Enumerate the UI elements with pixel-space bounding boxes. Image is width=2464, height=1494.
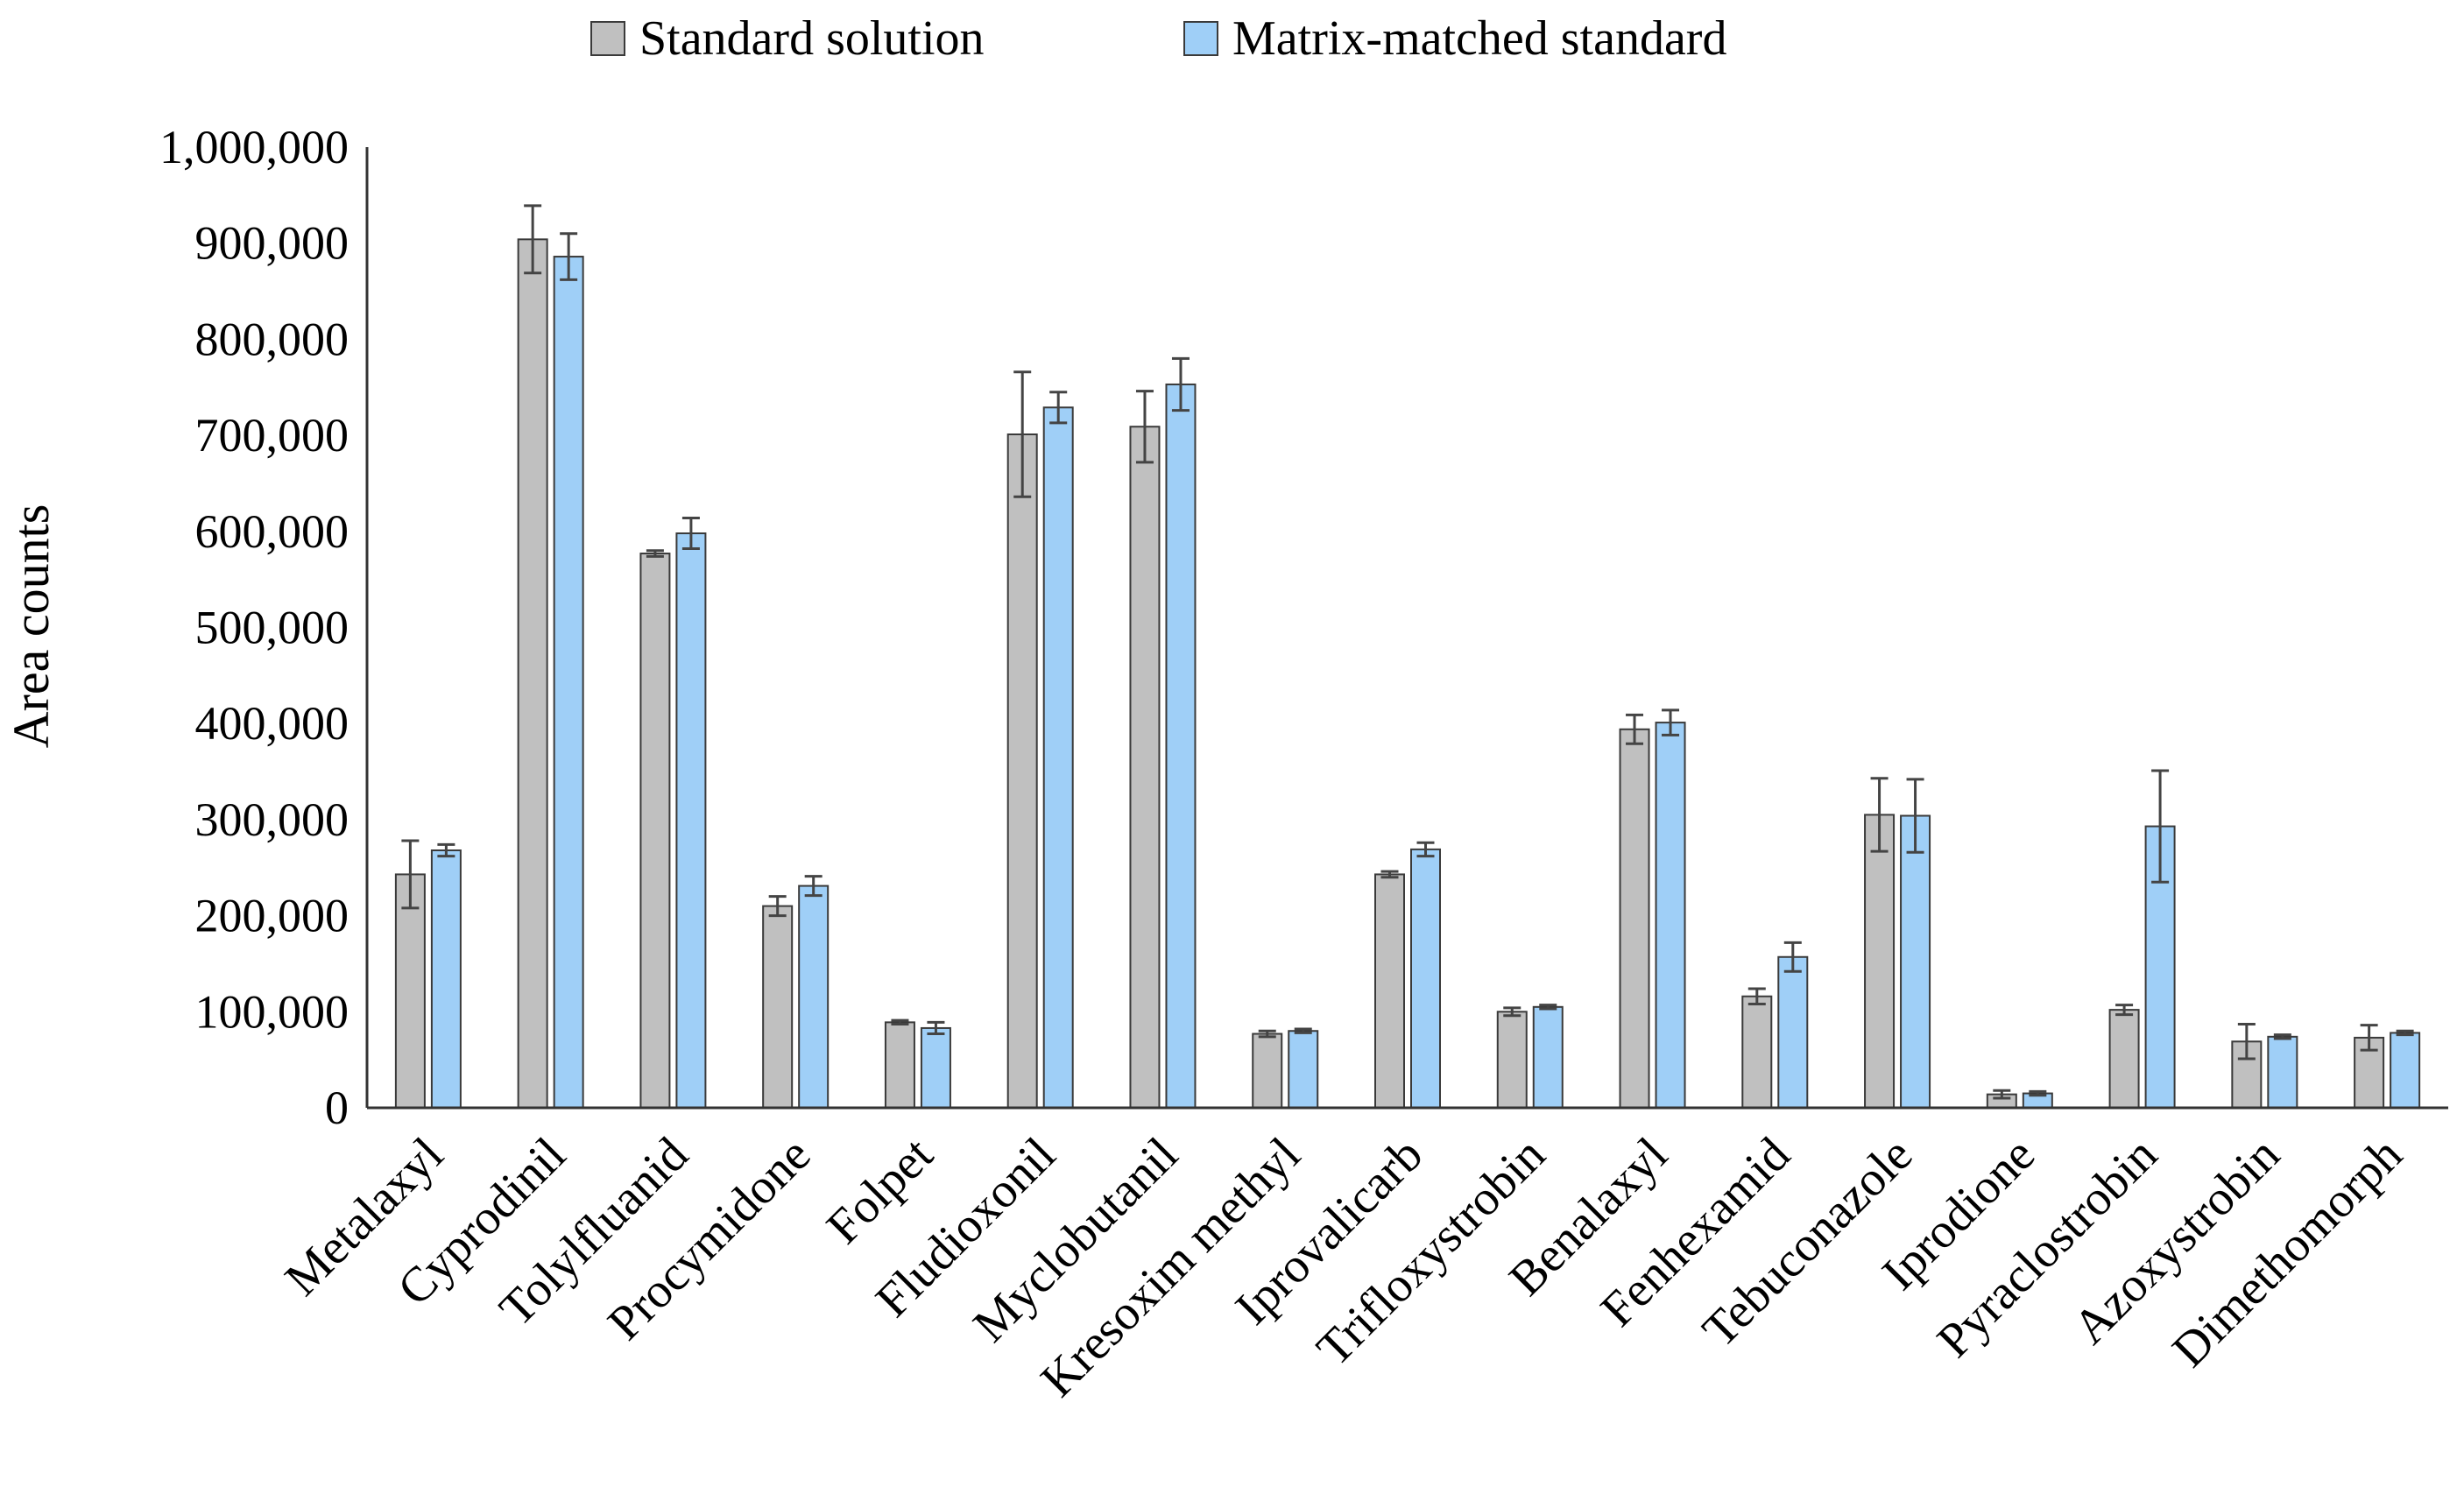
y-tick-label: 400,000: [195, 697, 349, 750]
error-bar: [804, 875, 823, 898]
error-bar: [560, 232, 578, 281]
error-bar: [1135, 390, 1154, 464]
error-bar: [891, 1018, 909, 1026]
bar-standard-solution-metalaxyl: [394, 873, 426, 1110]
bar-matrix-matched-iprovalicarb: [1410, 848, 1441, 1109]
bar-standard-solution-folpet: [884, 1021, 915, 1109]
error-bar: [1258, 1029, 1276, 1039]
y-axis-title: Area counts: [3, 504, 60, 749]
error-bar: [1626, 713, 1644, 745]
bar-matrix-matched-trifloxystrobin: [1532, 1005, 1564, 1109]
y-tick-label: 700,000: [195, 409, 349, 462]
error-bar: [1013, 370, 1032, 498]
error-bar: [1906, 778, 1924, 854]
y-tick-label: 800,000: [195, 313, 349, 365]
legend-swatch: [1183, 21, 1218, 56]
y-tick-label: 0: [325, 1082, 349, 1134]
error-bar: [2360, 1024, 2378, 1052]
bar-matrix-matched-myclobutanil: [1165, 383, 1197, 1110]
y-tick-label: 600,000: [195, 505, 349, 558]
error-bar: [1747, 987, 1766, 1006]
bar-standard-solution-pyraclostrobin: [2108, 1009, 2140, 1109]
bar-matrix-matched-fludioxonil: [1042, 406, 1074, 1109]
y-tick-label: 900,000: [195, 217, 349, 270]
y-tick-label: 300,000: [195, 793, 349, 846]
error-bar: [2115, 1004, 2134, 1017]
bar-matrix-matched-folpet: [920, 1026, 951, 1109]
error-bar: [1539, 1004, 1557, 1011]
error-bar: [2029, 1089, 2047, 1097]
error-bar: [1783, 941, 1802, 973]
error-bar: [2237, 1023, 2256, 1061]
error-bar: [1294, 1027, 1312, 1034]
bar-standard-solution-fludioxonil: [1006, 433, 1038, 1109]
bar-matrix-matched-tolylfluanid: [675, 532, 707, 1109]
bar-standard-solution-benalaxyl: [1619, 728, 1650, 1109]
bars-group: [394, 238, 2421, 1110]
x-axis-category-labels: MetalaxylCyprodinilTolylfluanidProcymido…: [275, 1127, 2413, 1407]
bar-matrix-matched-dimethomorph: [2390, 1032, 2421, 1109]
bar-standard-solution-tebuconazole: [1864, 814, 1896, 1109]
bar-standard-solution-iprovalicarb: [1374, 873, 1405, 1110]
y-tick-label: 100,000: [195, 985, 349, 1038]
error-bar: [2151, 769, 2170, 884]
bar-standard-solution-cyprodinil: [517, 238, 548, 1109]
legend-label: Standard solution: [639, 11, 985, 66]
error-bar: [1662, 708, 1680, 736]
error-bar: [681, 516, 700, 551]
bar-matrix-matched-benalaxyl: [1655, 722, 1686, 1110]
bar-standard-solution-kresoxim-methyl: [1252, 1032, 1283, 1110]
error-bar: [646, 549, 664, 558]
error-bar: [1049, 391, 1068, 425]
bar-standard-solution-myclobutanil: [1129, 426, 1161, 1109]
bar-standard-solution-fenhexamid: [1741, 995, 1773, 1110]
error-bar: [401, 839, 420, 910]
error-bar: [1416, 841, 1435, 858]
y-tick-label: 1,000,000: [159, 121, 349, 173]
error-bar: [2273, 1033, 2291, 1040]
chart-legend: Standard solution Matrix-matched standard: [590, 11, 1726, 66]
bar-matrix-matched-metalaxyl: [430, 849, 462, 1110]
error-bar: [1870, 777, 1889, 853]
bar-matrix-matched-kresoxim-methyl: [1288, 1030, 1319, 1109]
bar-matrix-matched-tebuconazole: [1900, 814, 1931, 1110]
bar-standard-solution-procymidone: [762, 905, 794, 1109]
y-tick-label: 500,000: [195, 602, 349, 654]
bar-standard-solution-trifloxystrobin: [1496, 1011, 1528, 1110]
error-bar: [1993, 1089, 2011, 1100]
bar-standard-solution-tolylfluanid: [639, 553, 671, 1109]
error-bar: [927, 1020, 945, 1036]
legend-swatch: [590, 21, 625, 56]
y-tick-label: 200,000: [195, 890, 349, 942]
error-bar: [2396, 1029, 2414, 1037]
bar-matrix-matched-azoxystrobin: [2267, 1035, 2298, 1110]
error-bar: [1171, 356, 1190, 412]
error-bar: [1503, 1006, 1521, 1018]
error-bar: [768, 895, 787, 918]
error-bar: [437, 842, 455, 858]
error-bars-group: [401, 204, 2414, 1100]
bar-matrix-matched-fenhexamid: [1777, 955, 1809, 1109]
bar-matrix-matched-procymidone: [798, 884, 830, 1110]
bar-matrix-matched-cyprodinil: [553, 256, 584, 1110]
legend-label: Matrix-matched standard: [1232, 11, 1726, 66]
error-bar: [1380, 870, 1399, 879]
y-axis-ticks: 0 100,000 200,000 300,000 400,000 500,000 600,…: [159, 121, 349, 1134]
error-bar: [524, 204, 542, 275]
